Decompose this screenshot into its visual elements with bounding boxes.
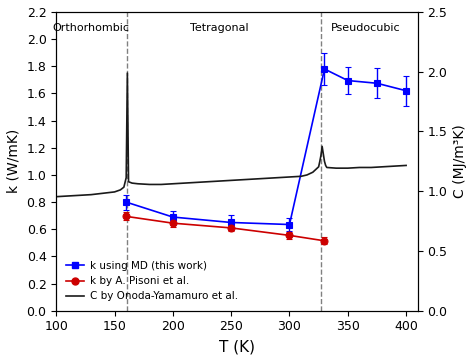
Text: Tetragonal: Tetragonal bbox=[190, 23, 249, 33]
Text: Pseudocubic: Pseudocubic bbox=[330, 23, 400, 33]
Y-axis label: k (W/mK): k (W/mK) bbox=[7, 129, 21, 193]
Text: Orthorhombic: Orthorhombic bbox=[53, 23, 130, 33]
X-axis label: T (K): T (K) bbox=[219, 339, 255, 354]
Y-axis label: C (MJ/m³K): C (MJ/m³K) bbox=[453, 125, 467, 198]
Legend: k using MD (this work), k by A. Pisoni et al., C by Onoda-Yamamuro et al.: k using MD (this work), k by A. Pisoni e… bbox=[62, 257, 242, 305]
